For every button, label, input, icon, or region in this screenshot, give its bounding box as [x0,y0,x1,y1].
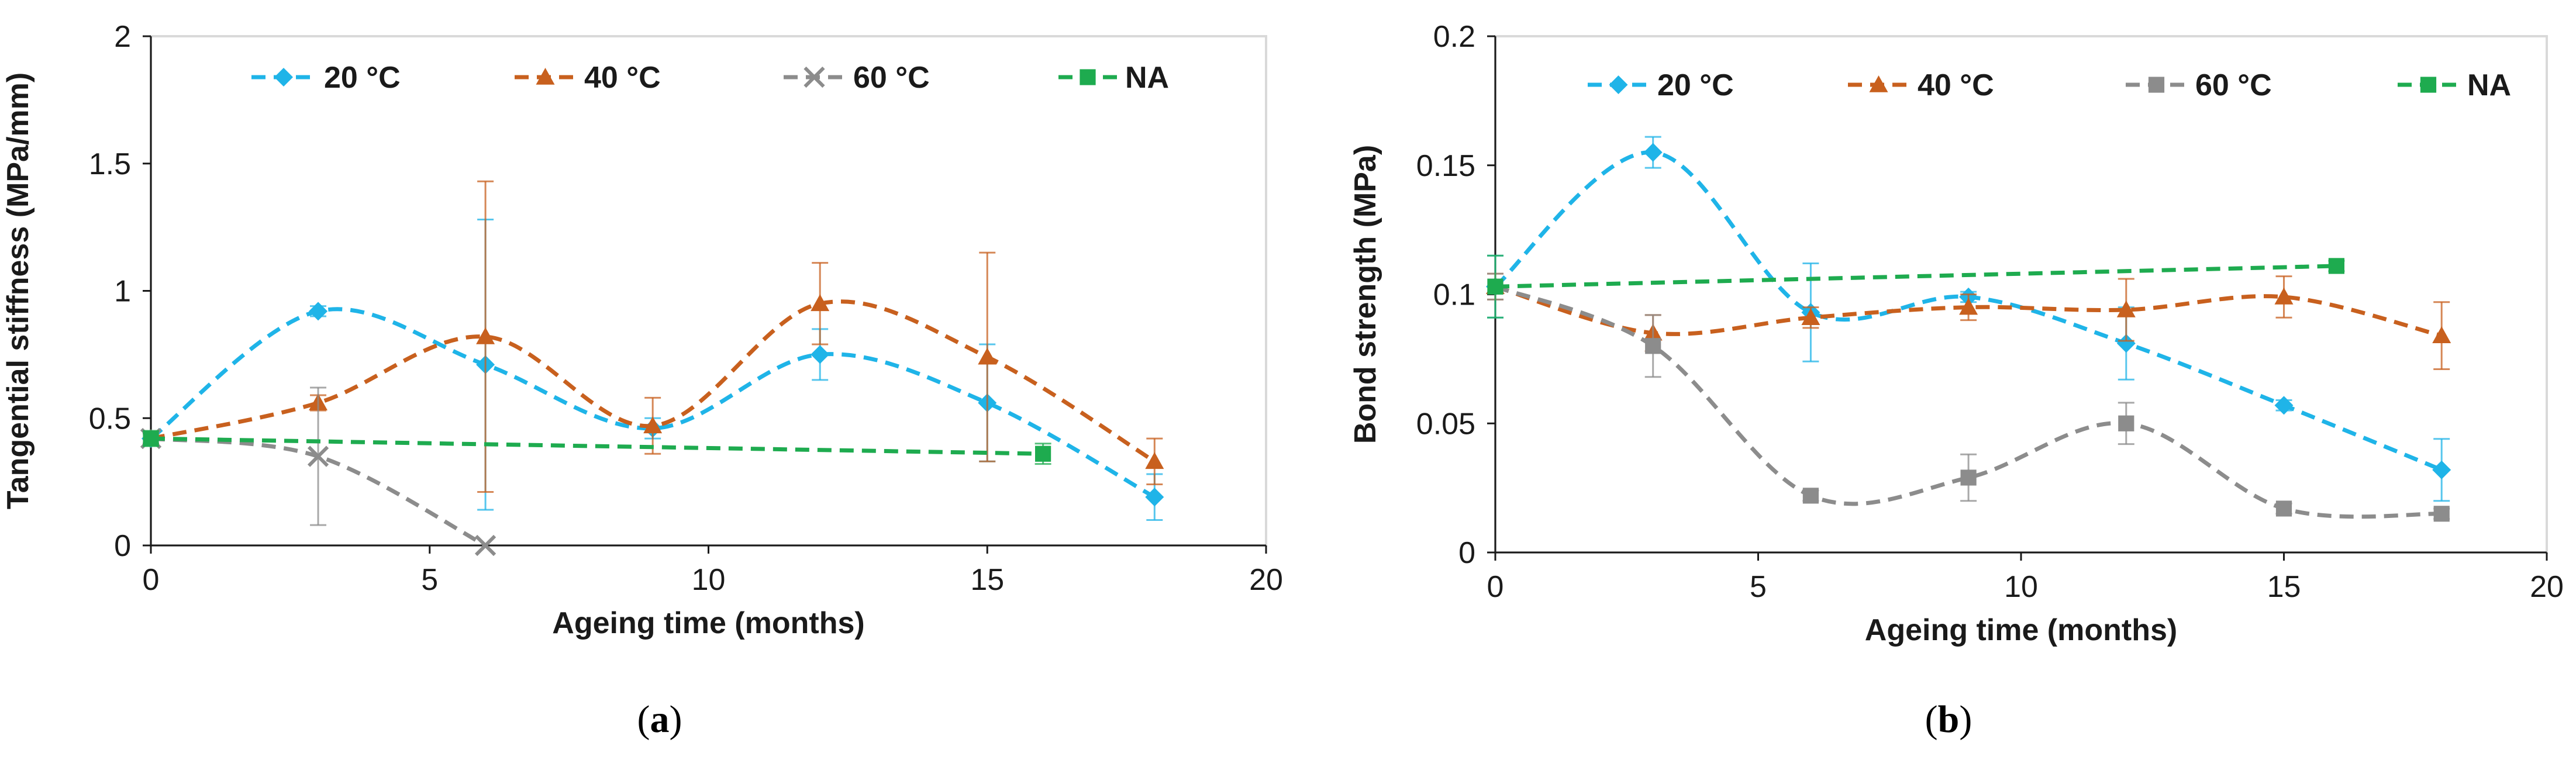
series-line [150,436,1043,456]
series-line [1495,264,2337,289]
series-na [143,430,1051,465]
legend-entry: 40 °C [1848,68,1994,102]
panel-label-letter: b [1938,698,1960,741]
panel-label-paren-close: ) [670,698,682,741]
panel-label-letter: a [650,698,670,741]
x-axis-title: Ageing time (months) [1865,613,2177,647]
legend-label: 40 °C [1918,68,1994,102]
legend-entry: NA [1058,61,1169,95]
x-tick-label: 15 [2267,570,2301,604]
data-point [2433,506,2450,522]
legend-marker [536,68,555,85]
legend-label: 40 °C [584,61,661,95]
x-tick-label: 15 [970,563,1004,597]
legend-entry: 40 °C [515,61,661,95]
legend-label: NA [2467,68,2511,102]
y-tick-label: 1 [114,275,131,309]
legend-label: 20 °C [324,61,401,95]
data-point [2432,326,2451,343]
data-point [2274,396,2294,415]
data-point [643,416,663,434]
data-point [811,345,830,364]
y-tick-label: 1.5 [89,147,131,181]
legend-label: NA [1125,61,1169,95]
data-point [1801,308,1820,326]
panel-label-paren-open: ( [637,698,650,741]
data-point [811,294,830,312]
data-point [476,327,495,344]
y-tick-label: 0 [1458,536,1475,570]
data-point [978,347,997,365]
legend-label: 20 °C [1657,68,1734,102]
x-tick-label: 20 [1249,563,1283,597]
panel-label-paren-close: ) [1959,698,1972,741]
y-tick-label: 2 [114,20,131,54]
x-tick-label: 20 [2530,570,2564,604]
data-point [2275,500,2292,517]
data-point [2116,334,2136,353]
plot-frame [1494,35,2548,554]
y-tick-label: 0.1 [1433,278,1475,312]
data-point [2274,287,2294,305]
legend-marker [2420,77,2437,93]
data-point [1487,278,1503,295]
chart-panel-b: 0 0.05 0.1 0.15 0.2 0 5 10 15 20 Ageing time (mont… [1349,20,2564,741]
legend-entry: 60 °C [784,61,930,95]
legend-marker [1080,69,1096,85]
x-tick-label: 10 [2004,570,2038,604]
data-point [2116,300,2136,317]
data-point [1035,445,1051,462]
y-tick-label: 0.05 [1416,407,1475,441]
data-point [307,445,329,467]
data-point [2328,258,2344,274]
y-tick-label: 0 [114,529,131,563]
y-axis-title: Tangential stiffness (MPa/mm) [1,72,35,509]
legend-marker [2148,77,2165,93]
series-60-c [140,386,496,557]
x-tick-label: 0 [1487,570,1504,604]
legend-entry: NA [2398,68,2511,102]
x-tick-label: 0 [143,563,160,597]
x-tick-label: 10 [692,563,726,597]
panel-label: (a) [637,698,682,741]
data-point [309,302,328,321]
y-tick-label: 0.15 [1416,149,1475,183]
legend-entry: 20 °C [1588,68,1734,102]
data-point [1802,488,1819,504]
legend-marker [804,66,825,88]
legend-label: 60 °C [2195,68,2272,102]
series-na [1487,254,2345,319]
legend-marker [1869,75,1888,92]
data-point [1145,452,1164,469]
panel-label: (b) [1925,698,1972,741]
data-point [474,534,496,557]
legend-entry: 20 °C [251,61,401,95]
data-point [1645,338,1661,354]
x-tick-label: 5 [1750,570,1767,604]
data-point [1643,143,1663,162]
data-point [2432,460,2451,479]
legend-marker [274,68,293,87]
legend-label: 60 °C [853,61,930,95]
panel-label-paren-open: ( [1925,698,1938,741]
y-tick-label: 0.5 [89,402,131,436]
x-axis-title: Ageing time (months) [552,606,864,640]
legend-entry: 60 °C [2126,68,2272,102]
data-point [1960,469,1977,486]
y-axis-title: Bond strength (MPa) [1349,145,1382,444]
data-point [2118,415,2134,431]
legend-marker [1609,75,1628,94]
x-tick-label: 5 [421,563,438,597]
y-tick-label: 0.2 [1433,20,1475,54]
data-point [143,430,159,447]
data-point [1959,298,1978,315]
data-point [1145,488,1164,507]
